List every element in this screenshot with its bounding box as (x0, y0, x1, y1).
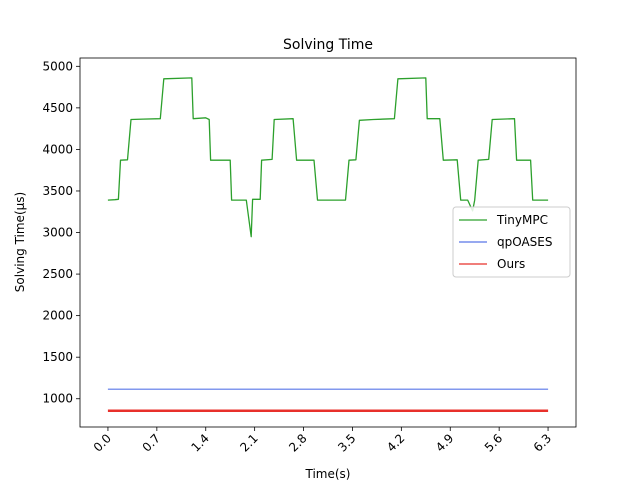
y-tick-label: 5000 (42, 59, 73, 73)
y-axis-label: Solving Time(μs) (13, 192, 27, 292)
legend: TinyMPC qpOASES Ours (452, 206, 571, 278)
series-line-tinympc (107, 77, 549, 238)
y-tick-label: 2500 (42, 267, 73, 281)
plot-content (107, 77, 549, 413)
y-tick-label: 3500 (42, 184, 73, 198)
y-axis-ticks: 1000 1500 2000 2500 3000 3500 4000 4500 5000 (42, 59, 80, 406)
plot-frame (79, 57, 577, 428)
legend-label-tinympc: TinyMPC (496, 213, 548, 227)
chart-title: Solving Time (283, 37, 373, 53)
y-tick-label: 2000 (42, 309, 73, 323)
y-tick-label: 3000 (42, 226, 73, 240)
legend-label-ours: Ours (497, 257, 525, 271)
y-tick-label: 1500 (42, 350, 73, 364)
y-tick-label: 4500 (42, 101, 73, 115)
x-axis-label: Time(s) (305, 467, 351, 480)
legend-label-qpoases: qpOASES (497, 235, 553, 249)
y-tick-label: 4000 (42, 142, 73, 156)
y-tick-label: 1000 (42, 392, 73, 406)
legend-box (452, 206, 571, 278)
